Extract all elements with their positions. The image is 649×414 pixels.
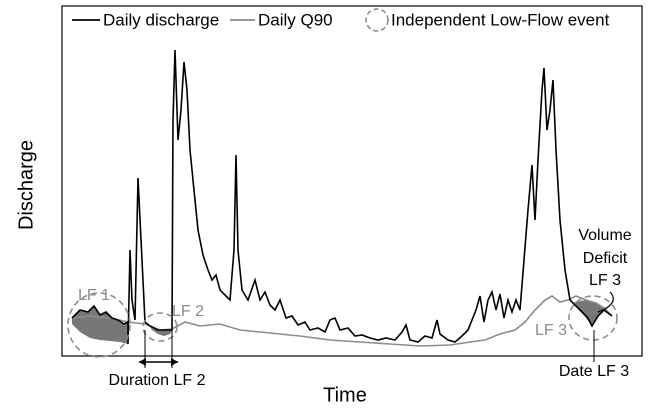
y-axis-label: Discharge (15, 140, 37, 230)
lf-label: LF 1 (78, 287, 110, 304)
legend-label: Daily Q90 (258, 10, 333, 29)
legend-label: Independent Low-Flow event (391, 10, 610, 29)
legend-label: Daily discharge (103, 10, 219, 29)
duration-label: Duration LF 2 (109, 372, 206, 389)
volume-label: Deficit (583, 250, 628, 267)
volume-label: LF 3 (589, 272, 621, 289)
q90-line (71, 295, 613, 347)
volume-label: Volume (578, 227, 631, 244)
event-circles (67, 292, 618, 358)
lf-label: LF 3 (535, 322, 567, 339)
volume-pointer (597, 291, 614, 313)
legend-circle (365, 8, 389, 32)
x-axis-label: Time (323, 384, 367, 406)
arrow-head (171, 358, 178, 366)
discharge-line (71, 49, 613, 345)
arrow-head (139, 358, 146, 366)
date-label: Date LF 3 (559, 363, 629, 380)
lf-label: LF 2 (172, 303, 204, 320)
deficit-areas (72, 300, 610, 344)
plot-frame (61, 5, 643, 357)
